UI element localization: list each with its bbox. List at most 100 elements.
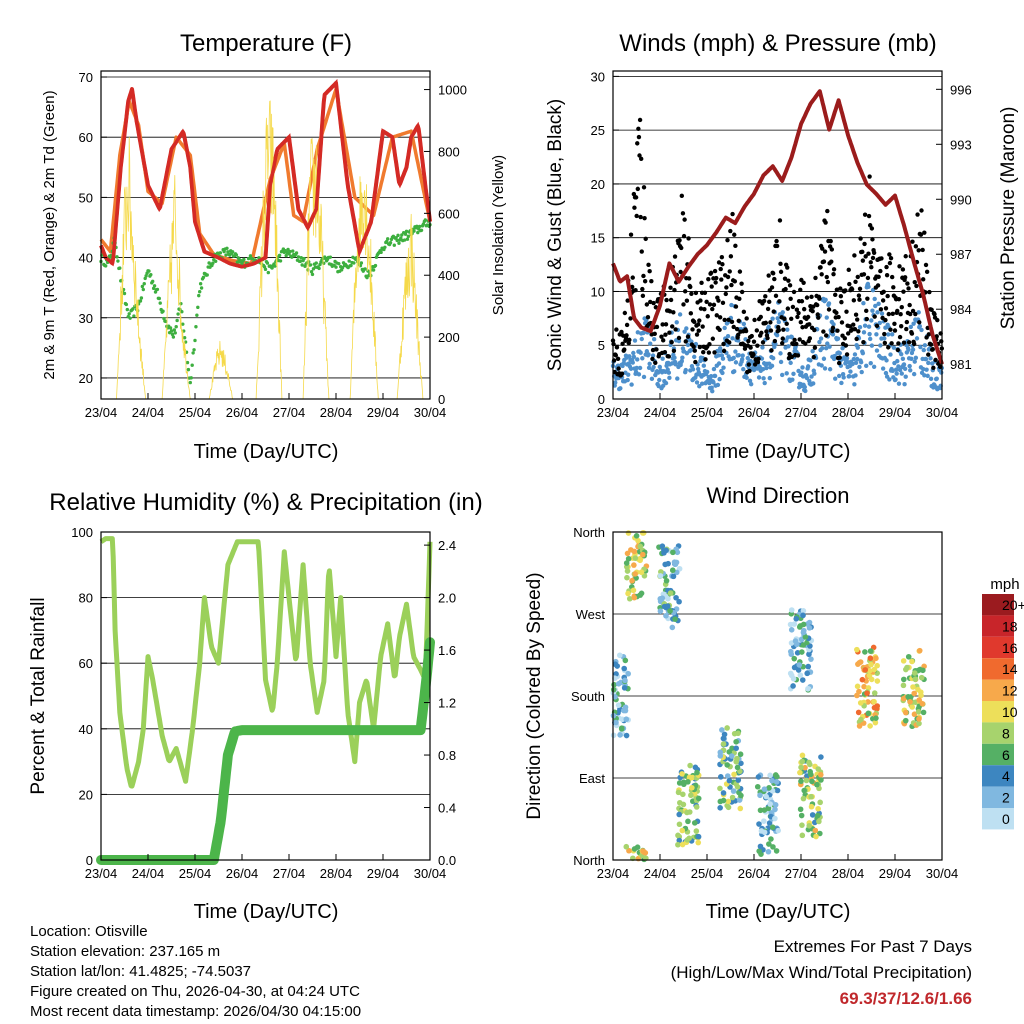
temp-dewpoint-point — [392, 243, 396, 247]
y-tick-label: North — [573, 853, 605, 868]
temp-dewpoint-point — [246, 256, 251, 261]
sonic-wind-point — [886, 332, 891, 337]
gust-point — [641, 273, 646, 279]
temp-dewpoint-point — [299, 256, 303, 260]
sonic-wind-point — [869, 318, 874, 323]
gust-point — [788, 296, 793, 301]
sonic-wind-point — [780, 310, 785, 315]
x-tick-label: 26/04 — [226, 866, 259, 881]
sonic-wind-point — [631, 354, 637, 359]
wind-direction-point — [793, 616, 800, 622]
y-tick-label: East — [579, 771, 605, 786]
gust-point — [817, 296, 822, 301]
gust-point — [853, 279, 858, 284]
gust-point — [876, 274, 881, 279]
y-tick-label: 60 — [79, 130, 93, 145]
sonic-wind-point — [908, 324, 913, 330]
gust-point — [639, 249, 644, 254]
wind-direction-point — [667, 608, 673, 614]
wind-direction-point — [681, 781, 687, 788]
y2-tick-label: 2.0 — [438, 591, 456, 606]
gust-point — [780, 341, 785, 346]
wind-direction-point — [772, 802, 779, 808]
gust-point — [689, 291, 694, 296]
gust-point — [835, 328, 840, 333]
x-tick-label: 29/04 — [879, 866, 912, 881]
temp-dewpoint-point — [290, 255, 294, 259]
wind-direction-point — [871, 666, 878, 673]
gust-point — [712, 350, 717, 355]
temp-title: Temperature (F) — [180, 30, 352, 57]
wind-direction-point — [736, 797, 743, 803]
sonic-wind-point — [894, 371, 899, 376]
x-tick-label: 26/04 — [226, 405, 259, 420]
wind-direction-point — [659, 543, 666, 549]
gust-point — [744, 316, 749, 321]
legend-label: 16 — [1002, 640, 1018, 656]
sonic-wind-point — [756, 375, 762, 380]
gust-point — [935, 317, 940, 323]
sonic-wind-point — [861, 301, 866, 306]
gust-point — [860, 258, 866, 263]
wind-direction-point — [725, 798, 732, 805]
temp-dewpoint-point — [197, 293, 201, 298]
sonic-wind-point — [899, 371, 904, 376]
gust-point — [637, 117, 643, 123]
temp-dewpoint-point — [388, 241, 393, 245]
sonic-wind-point — [836, 373, 842, 379]
wind-direction-point — [798, 778, 804, 785]
sonic-wind-point — [922, 373, 927, 378]
gust-point — [819, 272, 824, 277]
gust-point — [664, 297, 669, 303]
gust-point — [726, 340, 732, 345]
gust-point — [763, 320, 769, 326]
gust-point — [798, 319, 804, 325]
gust-point — [934, 334, 939, 339]
gust-point — [722, 317, 727, 323]
sonic-wind-point — [860, 350, 866, 356]
sonic-wind-point — [775, 316, 780, 321]
wdir-title: Wind Direction — [706, 483, 849, 508]
temp-dewpoint-point — [194, 325, 198, 329]
sonic-wind-point — [873, 303, 878, 309]
gust-point — [695, 322, 701, 327]
sonic-wind-point — [859, 369, 864, 375]
sonic-wind-point — [924, 367, 929, 372]
gust-point — [761, 298, 767, 304]
gust-point — [682, 217, 687, 222]
wind-direction-point — [638, 569, 645, 576]
sonic-wind-point — [896, 381, 902, 386]
info-created: Figure created on Thu, 2026-04-30, at 04… — [30, 983, 360, 1000]
sonic-wind-point — [640, 356, 645, 361]
temp-dewpoint-point — [157, 296, 161, 301]
gust-point — [834, 310, 839, 315]
sonic-wind-point — [709, 385, 714, 390]
wind-direction-point — [796, 662, 803, 668]
gust-point — [692, 348, 697, 353]
x-tick-label: 29/04 — [367, 866, 400, 881]
sonic-wind-point — [733, 360, 739, 365]
gust-point — [717, 315, 723, 320]
wind-direction-point — [801, 787, 808, 794]
sonic-wind-point — [916, 310, 921, 315]
wind-direction-point — [675, 832, 681, 839]
sonic-wind-point — [711, 366, 717, 372]
gust-point — [667, 330, 672, 335]
temp-dewpoint-point — [234, 253, 239, 257]
gust-point — [904, 326, 909, 332]
gust-point — [785, 306, 791, 311]
gust-point — [932, 311, 937, 317]
gust-point — [861, 272, 867, 277]
gust-point — [939, 339, 944, 344]
gust-point — [668, 285, 673, 290]
gust-point — [734, 326, 740, 332]
temp-dewpoint-point — [250, 256, 255, 261]
gust-point — [678, 269, 683, 275]
gust-point — [913, 311, 918, 317]
sonic-wind-point — [821, 356, 827, 361]
gust-point — [917, 320, 922, 325]
temp-dewpoint-point — [248, 254, 253, 258]
sonic-wind-point — [896, 364, 901, 369]
wind-direction-point — [916, 697, 922, 703]
sonic-wind-point — [867, 331, 872, 337]
